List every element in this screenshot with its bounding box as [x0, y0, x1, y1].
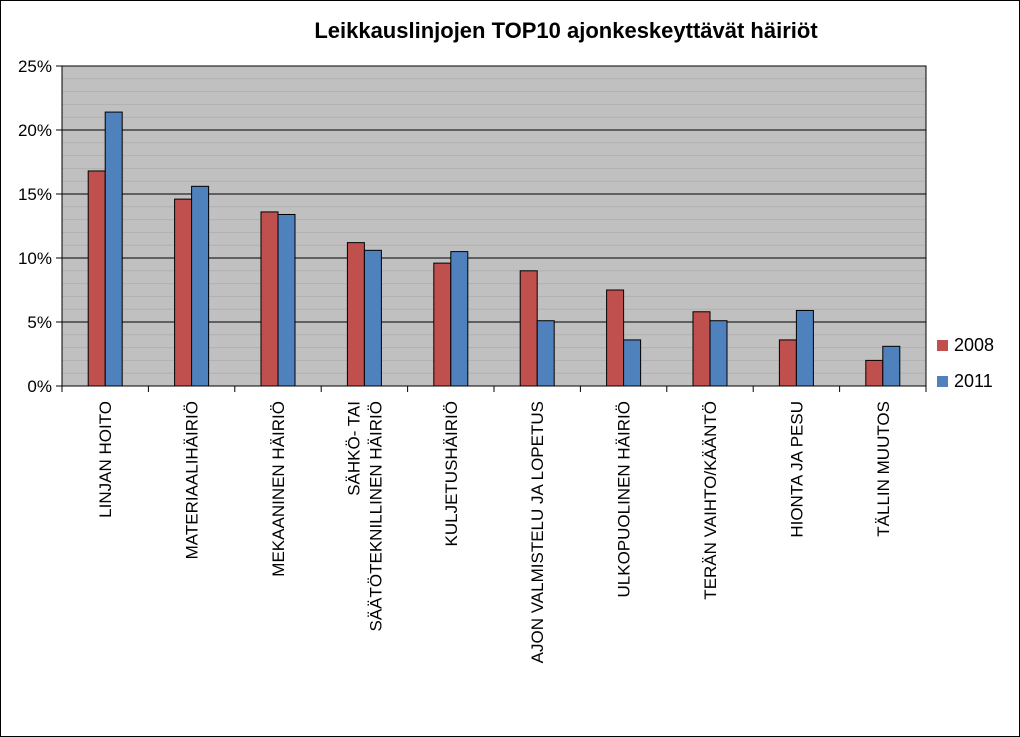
- bar-2011: [277, 213, 296, 387]
- category-label-line: SÄÄTÖTEKNILLINEN HÄIRIÖ: [366, 401, 385, 631]
- bar-2008: [778, 339, 797, 387]
- bar-2008: [346, 242, 365, 387]
- y-tick-label: 15%: [18, 185, 52, 204]
- bar-2011: [536, 320, 555, 387]
- legend: 2008 2011: [937, 335, 994, 391]
- category-label-line: TERÄN VAIHTO/KÄÄNTÖ: [701, 401, 720, 600]
- bar-2011: [623, 339, 642, 387]
- category-label-line: TÄLLIN MUUTOS: [874, 401, 893, 537]
- bar-2011: [795, 309, 814, 387]
- category-label-line: ULKOPUOLINEN HÄIRIÖ: [615, 401, 634, 598]
- plot-area: 0% 5% 10% 15% 20% 25% LINJAN HOITO MATERIAALIHÄ…: [18, 57, 927, 663]
- category-label: ULKOPUOLINEN HÄIRIÖ: [615, 401, 634, 598]
- category-label: MATERIAALIHÄIRIÖ: [183, 401, 202, 559]
- category-label: TÄLLIN MUUTOS: [874, 401, 893, 537]
- y-tick-label: 10%: [18, 249, 52, 268]
- category-label-line: SÄHKÖ- TAI: [344, 401, 363, 496]
- category-label-line: KULJETUSHÄIRIÖ: [442, 401, 461, 546]
- category-label: AJON VALMISTELU JA LOPETUS: [528, 401, 547, 663]
- category-label: TERÄN VAIHTO/KÄÄNTÖ: [701, 401, 720, 600]
- category-label: LINJAN HOITO: [96, 401, 115, 518]
- y-tick-label: 25%: [18, 57, 52, 76]
- category-label: HIONTA JA PESU: [787, 401, 806, 538]
- y-tick-label: 20%: [18, 121, 52, 140]
- bar-2011: [191, 185, 210, 387]
- bar-2008: [519, 270, 538, 387]
- legend-label-2011: 2011: [954, 371, 993, 391]
- y-tick-label: 0%: [27, 377, 52, 396]
- category-label-line: HIONTA JA PESU: [787, 401, 806, 538]
- category-label-line: LINJAN HOITO: [96, 401, 115, 518]
- y-tick-label: 5%: [27, 313, 52, 332]
- bar-2011: [450, 251, 469, 387]
- chart-title: Leikkauslinjojen TOP10 ajonkeskeyttävät …: [314, 18, 818, 43]
- category-label-line: AJON VALMISTELU JA LOPETUS: [528, 401, 547, 663]
- category-label-line: MATERIAALIHÄIRIÖ: [183, 401, 202, 559]
- category-label: MEKAANINEN HÄIRIÖ: [269, 401, 288, 577]
- bar-2008: [87, 170, 106, 387]
- bar-2008: [433, 262, 452, 387]
- legend-label-2008: 2008: [954, 335, 994, 355]
- category-label-line: MEKAANINEN HÄIRIÖ: [269, 401, 288, 577]
- bar-2011: [363, 249, 382, 387]
- legend-swatch-2008: [937, 340, 948, 351]
- bar-2008: [260, 211, 279, 387]
- legend-swatch-2011: [937, 376, 948, 387]
- bar-2008: [692, 311, 711, 387]
- bar-2011: [104, 111, 123, 387]
- category-label: SÄHKÖ- TAI SÄÄTÖTEKNILLINEN HÄIRIÖ: [344, 401, 385, 632]
- bar-2008: [606, 289, 625, 387]
- bar-2011: [709, 320, 728, 387]
- category-label: KULJETUSHÄIRIÖ: [442, 401, 461, 546]
- bar-2008: [865, 359, 884, 387]
- bar-2011: [882, 345, 901, 387]
- bar-2008: [174, 198, 193, 387]
